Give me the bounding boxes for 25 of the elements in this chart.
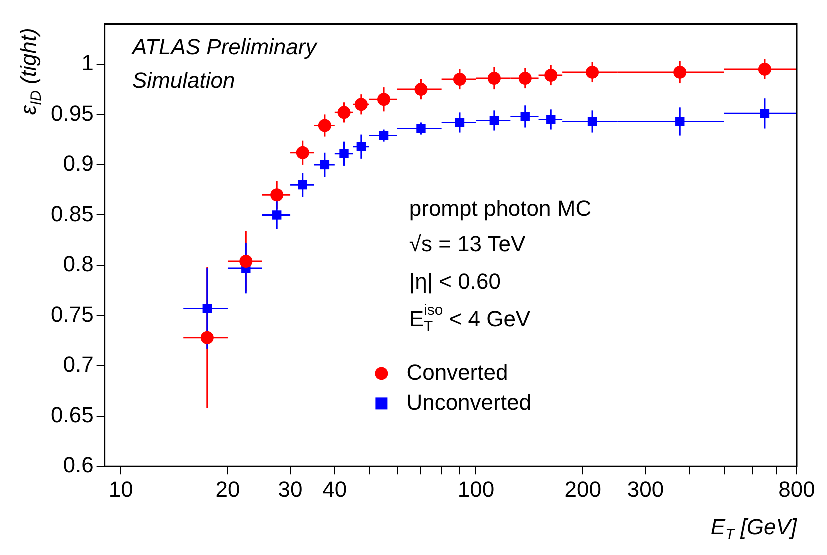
annotation: |η| < 0.60 (409, 269, 501, 294)
annotation: Simulation (132, 68, 236, 93)
x-tick-label: 300 (627, 476, 664, 502)
y-axis-title: εID (tight) (16, 28, 45, 116)
x-tick-label: 800 (778, 476, 816, 502)
y-tick-label: 0.75 (50, 302, 94, 327)
legend-label: Unconverted (406, 390, 532, 415)
y-tick-label: 0.8 (63, 252, 94, 277)
x-tick-label: 40 (322, 476, 348, 502)
legend-label: Converted (406, 360, 508, 385)
y-tick-label: 0.7 (63, 352, 94, 378)
y-tick-label: 1 (82, 50, 94, 76)
y-tick-label: 0.6 (63, 452, 94, 478)
y-tick-label: 0.65 (50, 402, 94, 428)
x-tick-label: 20 (216, 476, 240, 502)
annotation: ATLAS Preliminary (130, 34, 319, 60)
y-tick-label: 0.85 (50, 201, 94, 226)
y-tick-label: 0.95 (50, 100, 94, 126)
annotation: prompt photon MC (409, 196, 592, 222)
x-tick-label: 200 (564, 476, 602, 502)
x-tick-label: 10 (108, 476, 134, 502)
annotation: √s = 13 TeV (409, 231, 526, 256)
y-tick-label: 0.9 (63, 151, 94, 176)
x-tick-label: 30 (278, 476, 303, 502)
x-tick-label: 100 (458, 476, 495, 502)
